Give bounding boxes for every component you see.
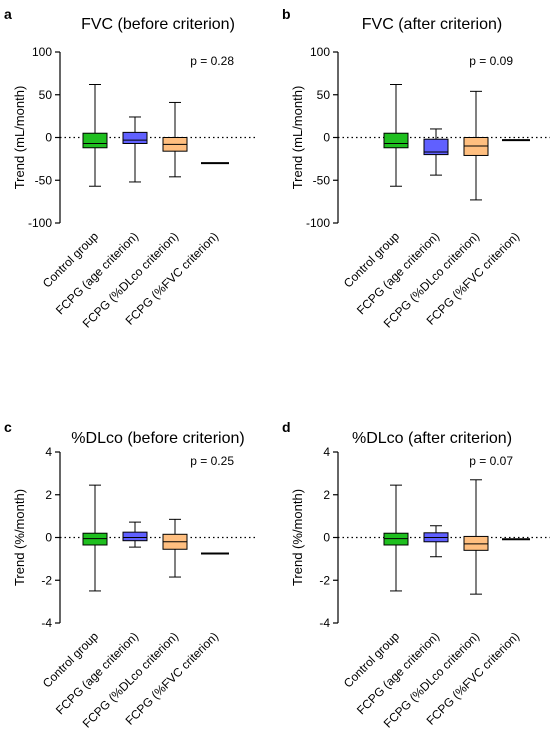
y-tick-label: -2 (319, 573, 330, 587)
box-3 (463, 479, 489, 595)
box-1 (383, 484, 409, 592)
y-tick-label: -100 (306, 216, 330, 230)
panel-letter: c (4, 419, 12, 435)
y-tick-label: 0 (45, 531, 52, 545)
p-value-annotation: p = 0.09 (469, 54, 513, 68)
y-tick-label: 0 (323, 531, 330, 545)
y-tick-label: 100 (310, 45, 330, 59)
box-iqr (82, 532, 108, 546)
panel-b: b FVC (after criterion) -100 -50 0 50 100 Trend… (282, 6, 550, 331)
box-3 (162, 101, 188, 178)
box-3 (463, 90, 489, 201)
box-iqr (423, 138, 449, 156)
box-2 (423, 128, 449, 176)
y-tick-label: -100 (28, 216, 52, 230)
panel-c: c %DLco (before criterion) -4 -2 0 2 4 Trend (%… (4, 419, 255, 731)
box-1 (82, 484, 108, 592)
y-tick-label: 4 (45, 445, 52, 459)
p-value-annotation: p = 0.07 (469, 454, 513, 468)
y-tick-label: 0 (45, 131, 52, 145)
box-iqr (383, 532, 409, 546)
y-tick-label: 2 (45, 488, 52, 502)
y-axis-title: Trend (mL/month) (290, 86, 305, 190)
y-tick-label: 2 (323, 488, 330, 502)
chart-title: %DLco (after criterion) (352, 430, 512, 447)
box-iqr (122, 131, 148, 144)
y-tick-label: 0 (323, 131, 330, 145)
y-tick-label: 4 (323, 445, 330, 459)
panel-letter: d (282, 419, 291, 435)
box-iqr (383, 132, 409, 149)
y-tick-label: 50 (317, 88, 331, 102)
chart-title: FVC (after criterion) (362, 16, 502, 33)
y-tick-label: -50 (35, 173, 53, 187)
box-iqr (463, 535, 489, 551)
box-2 (423, 525, 449, 558)
p-value-annotation: p = 0.28 (190, 54, 234, 68)
panel-d: d %DLco (after criterion) -4 -2 0 2 4 Trend (%/… (282, 419, 550, 731)
box-2 (122, 521, 148, 548)
y-axis-title: Trend (%/month) (290, 489, 305, 586)
y-axis-title: Trend (mL/month) (12, 86, 27, 190)
p-value-annotation: p = 0.25 (190, 454, 234, 468)
chart-title: FVC (before criterion) (81, 16, 235, 33)
panel-a: a FVC (before criterion) -100 -50 0 50 100 Tren… (4, 6, 255, 331)
y-tick-label: -50 (313, 173, 331, 187)
box-3 (162, 518, 188, 578)
box-1 (383, 83, 409, 187)
y-tick-label: 100 (32, 45, 52, 59)
y-axis-title: Trend (%/month) (12, 489, 27, 586)
y-tick-label: -4 (41, 616, 52, 630)
y-tick-label: -4 (319, 616, 330, 630)
box-2 (122, 116, 148, 183)
box-1 (82, 83, 108, 187)
chart-title: %DLco (before criterion) (71, 430, 244, 447)
panel-letter: a (4, 6, 12, 22)
box-iqr (122, 531, 148, 542)
panel-letter: b (282, 6, 291, 22)
y-tick-label: 50 (39, 88, 53, 102)
box-iqr (82, 132, 108, 149)
y-tick-label: -2 (41, 573, 52, 587)
